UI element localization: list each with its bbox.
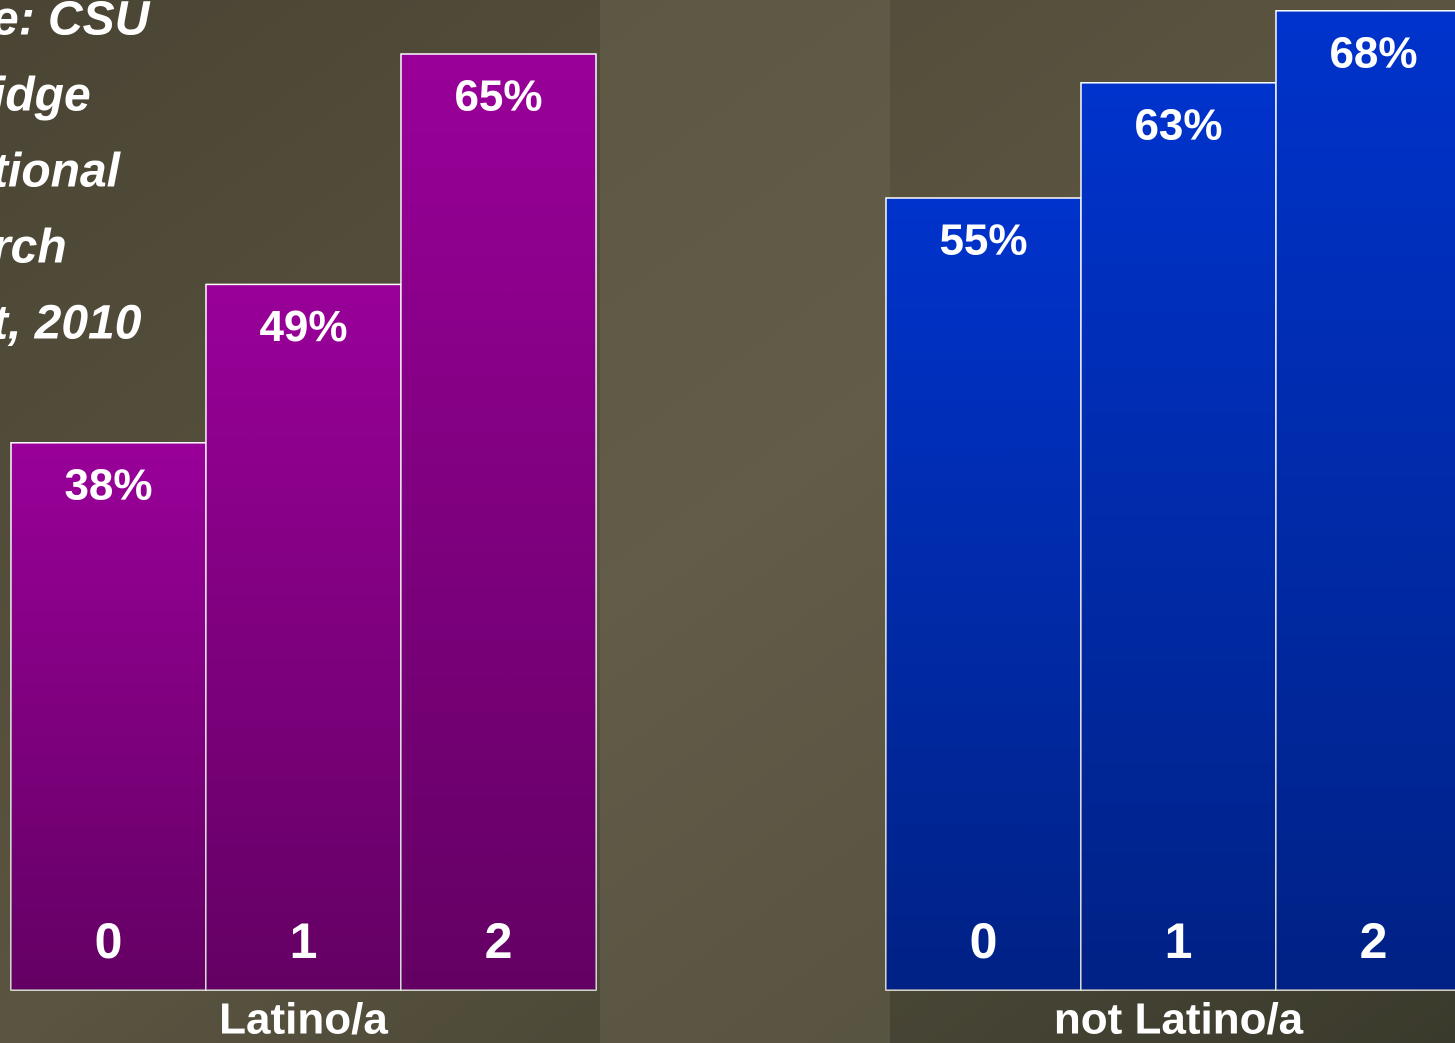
- category-label: 0: [970, 913, 998, 969]
- value-label: 63%: [1134, 100, 1222, 149]
- category-label: 2: [1360, 913, 1388, 969]
- source-note: rch: [0, 221, 67, 274]
- group-label: Latino/a: [219, 995, 388, 1043]
- category-label: 1: [290, 913, 318, 969]
- bar-shade: [206, 284, 401, 990]
- category-label: 2: [485, 913, 513, 969]
- source-note: tional: [0, 145, 122, 198]
- bar-shade: [401, 54, 596, 990]
- value-label: 55%: [939, 216, 1027, 265]
- value-label: 65%: [454, 72, 542, 121]
- bar-shade: [11, 442, 206, 990]
- bar-shade: [1276, 10, 1455, 991]
- category-label: 0: [95, 913, 123, 969]
- bar-shade: [1081, 82, 1276, 991]
- value-label: 49%: [259, 302, 347, 351]
- category-label: 1: [1165, 913, 1193, 969]
- group-label: not Latino/a: [1054, 995, 1304, 1043]
- value-label: 68%: [1329, 28, 1417, 77]
- source-note: e: CSU: [0, 0, 151, 46]
- background-photo: [600, 0, 890, 1043]
- source-note: idge: [0, 69, 91, 122]
- value-label: 38%: [64, 460, 152, 509]
- bar-shade: [886, 198, 1081, 990]
- source-note: t, 2010: [0, 297, 142, 350]
